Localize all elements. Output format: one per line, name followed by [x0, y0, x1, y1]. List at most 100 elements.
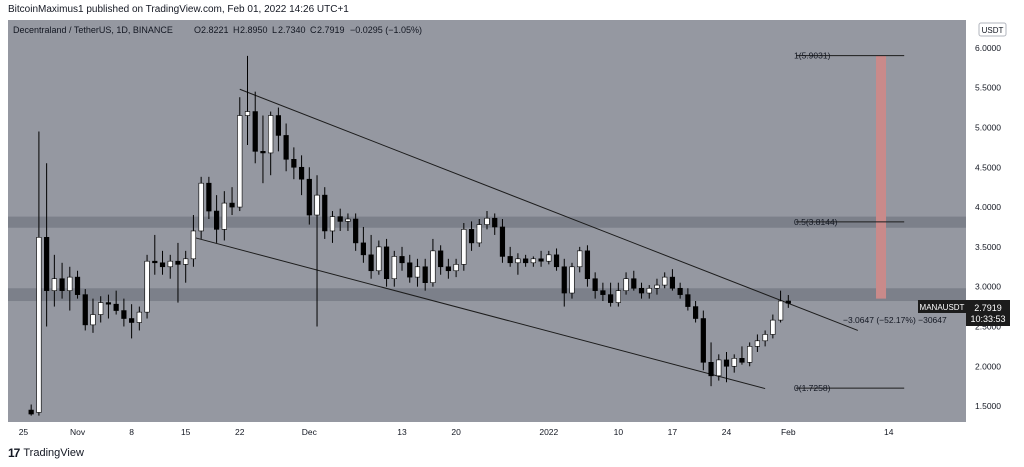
- candle: [322, 187, 328, 239]
- candle: [716, 354, 722, 381]
- tradingview-footer[interactable]: 17 TradingView: [8, 446, 84, 460]
- time-axis-ticks: 25 Nov 8 15 22 Dec 13 20 2022 10 17 24 Feb 14: [19, 427, 894, 437]
- price-tick-label: 3.0000: [975, 282, 1001, 292]
- time-axis-background[interactable]: [8, 422, 1010, 440]
- candle: [638, 282, 645, 299]
- candle: [731, 354, 737, 373]
- candle-body: [291, 159, 297, 168]
- time-tick-label: 13: [397, 427, 407, 437]
- candle-body: [438, 250, 444, 268]
- candle: [747, 342, 753, 367]
- time-tick-label: Dec: [302, 427, 318, 437]
- time-tick-label: Feb: [781, 427, 796, 437]
- symbol-title: Decentraland / TetherUS, 1D, BINANCE: [13, 25, 173, 35]
- candle: [569, 262, 575, 299]
- candle: [391, 250, 397, 287]
- ohlc-high-value: 2.8950: [240, 25, 268, 35]
- candle: [221, 191, 227, 241]
- tradingview-brand: TradingView: [23, 447, 84, 459]
- candle: [275, 107, 282, 152]
- candle: [445, 258, 451, 279]
- candle-body: [82, 294, 88, 326]
- candle: [492, 213, 498, 235]
- candle: [98, 296, 104, 323]
- candle-body: [74, 276, 81, 295]
- time-tick-label: Nov: [70, 427, 86, 437]
- target-layer: [876, 55, 887, 299]
- candle-body: [221, 202, 227, 230]
- candle-body: [530, 258, 536, 264]
- candle: [368, 234, 374, 279]
- candle-body: [376, 246, 382, 272]
- price-tag-price: 2.7919: [974, 303, 1002, 313]
- candle-body: [685, 294, 691, 307]
- trendline-upper: [239, 88, 859, 331]
- candle-body: [677, 287, 683, 295]
- candle: [785, 295, 791, 308]
- candle-body: [407, 262, 413, 278]
- currency-badge[interactable]: USDT: [978, 22, 1007, 37]
- candle-body: [152, 260, 158, 264]
- candle-body: [90, 314, 96, 326]
- candle: [105, 294, 112, 319]
- candle-body: [777, 300, 784, 321]
- candle: [229, 187, 235, 216]
- candle-body: [28, 409, 34, 415]
- price-tag-countdown: 10:33:53: [970, 314, 1005, 324]
- candle: [538, 250, 544, 267]
- measure-text: −3.0647 (−52.17%) −30647: [843, 315, 947, 325]
- candle-body: [553, 254, 560, 268]
- candle: [136, 306, 142, 331]
- candle: [770, 314, 776, 339]
- candle: [499, 219, 506, 263]
- candle-body: [105, 302, 112, 305]
- candle: [167, 254, 173, 279]
- candle-body: [600, 290, 606, 295]
- tradingview-logo-icon: 17: [8, 446, 20, 460]
- candle: [291, 147, 297, 180]
- candle-body: [731, 358, 737, 367]
- ohlc-low-value: 2.7340: [278, 25, 306, 35]
- price-tick-label: 2.0000: [975, 361, 1001, 371]
- candle: [754, 334, 761, 352]
- price-chart[interactable]: 1(5.9031) 0.5(3.8144) 0(1.7258) Decentrala…: [8, 20, 1010, 440]
- candle: [129, 304, 135, 339]
- fib-layer: 1(5.9031) 0.5(3.8144) 0(1.7258): [794, 51, 905, 393]
- time-tick-label: 24: [722, 427, 732, 437]
- price-axis-background[interactable]: [966, 20, 1010, 422]
- candle: [36, 131, 42, 416]
- candle: [337, 208, 343, 231]
- candle-body: [337, 216, 343, 222]
- candle-body: [213, 210, 220, 230]
- candle: [708, 342, 714, 387]
- candle-body: [492, 217, 498, 228]
- candle-body: [322, 194, 328, 232]
- candle-body: [430, 250, 436, 283]
- candle: [608, 282, 614, 307]
- candle-body: [175, 260, 181, 265]
- candle-body: [159, 262, 166, 268]
- candle-body: [700, 318, 706, 363]
- candle-body: [229, 202, 235, 208]
- price-tick-label: 6.0000: [975, 43, 1001, 53]
- candle-body: [515, 258, 521, 264]
- candle: [762, 330, 768, 347]
- candle: [51, 254, 57, 307]
- candle: [237, 97, 243, 212]
- candle: [376, 240, 382, 275]
- ohlc-close-label: C: [310, 25, 317, 35]
- candle-body: [98, 302, 104, 315]
- price-tick-label: 4.5000: [975, 162, 1001, 172]
- candle: [260, 115, 266, 184]
- candle: [700, 310, 706, 371]
- fib-label: 0(1.7258): [794, 383, 831, 393]
- chart-container[interactable]: 1(5.9031) 0.5(3.8144) 0(1.7258) Decentrala…: [8, 20, 1010, 440]
- candle: [314, 175, 320, 327]
- candle-body: [770, 319, 776, 335]
- candle-body: [244, 111, 251, 116]
- candle-body: [298, 166, 305, 180]
- candle-body: [646, 287, 652, 294]
- candle-body: [468, 229, 475, 244]
- candle-body: [399, 256, 405, 264]
- candle-body: [383, 246, 390, 280]
